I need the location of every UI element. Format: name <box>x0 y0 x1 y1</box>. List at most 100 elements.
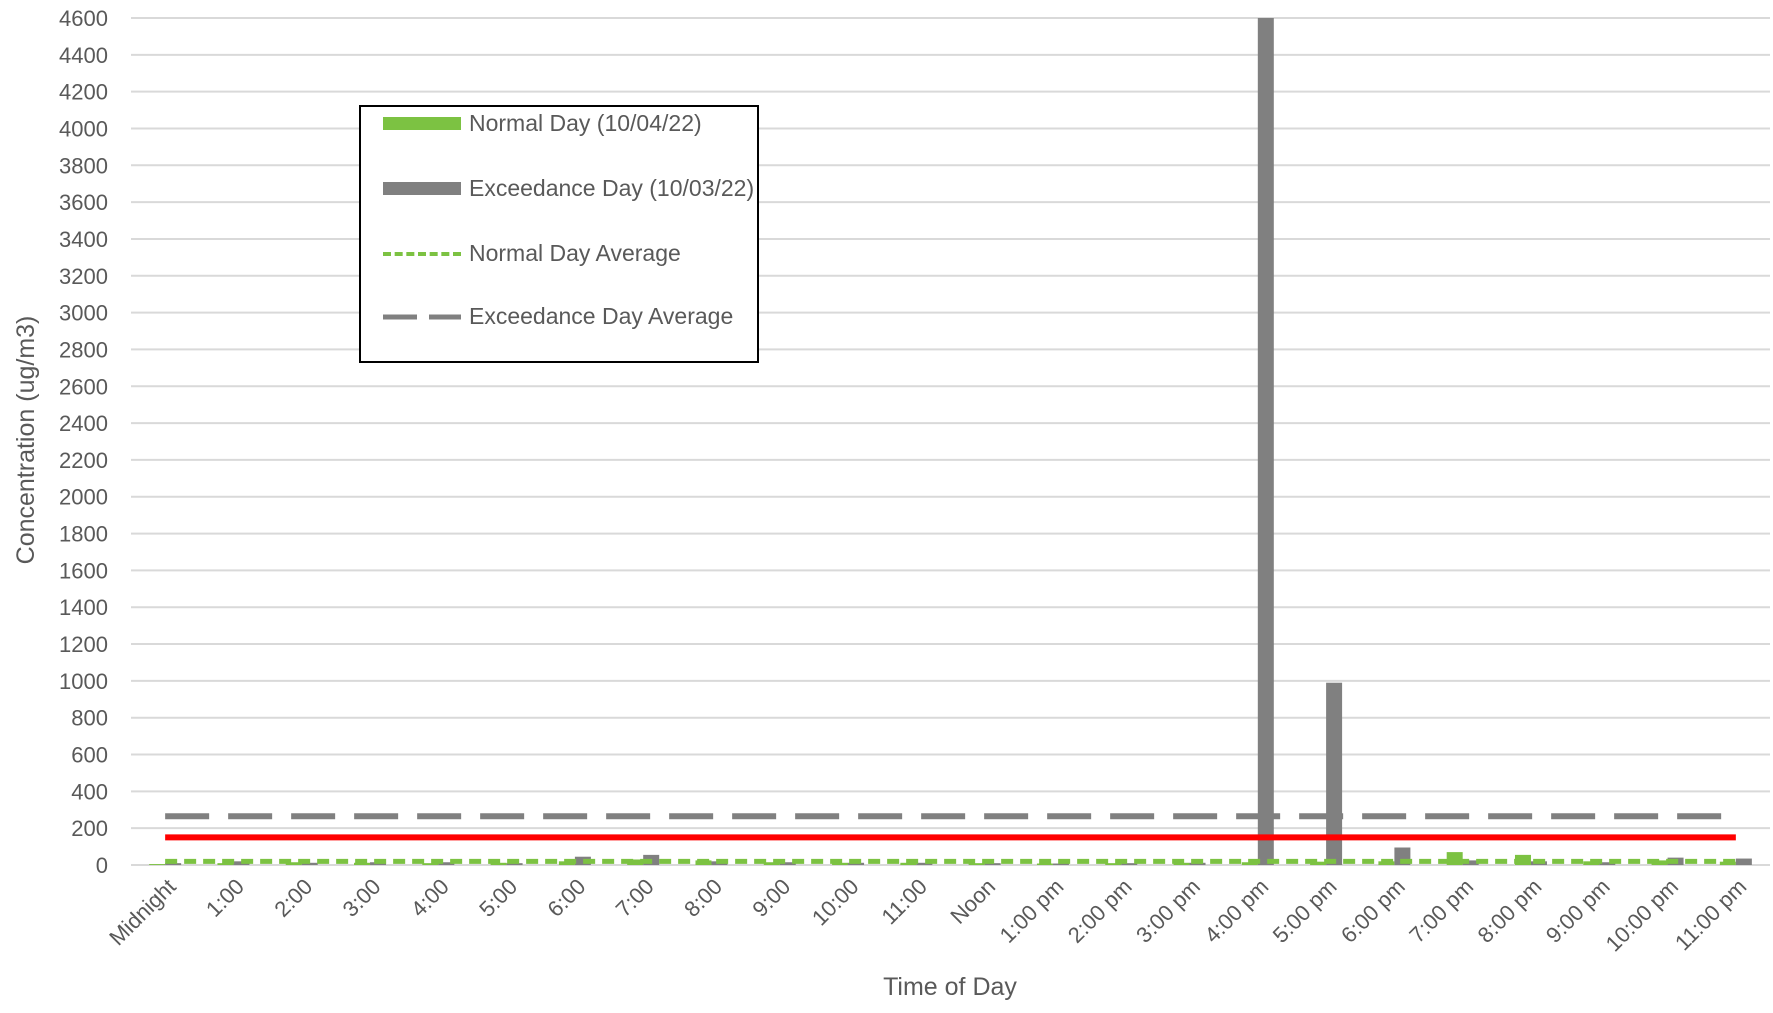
y-tick-label: 2800 <box>59 337 108 362</box>
legend-label-exceedance-day-average: Exceedance Day Average <box>469 303 734 329</box>
bar-normal-day <box>285 862 302 865</box>
x-tick-label: 7:00 pm <box>1404 874 1478 948</box>
y-tick-label: 3600 <box>59 190 108 215</box>
bar-normal-day <box>900 862 917 865</box>
x-tick-label: 5:00 <box>474 874 522 922</box>
legend-entry-normal-day-average: Normal Day Average <box>383 237 759 270</box>
bar-exceedance-day <box>506 863 523 865</box>
y-tick-label: 2400 <box>59 411 108 436</box>
y-tick-label: 1200 <box>59 632 108 657</box>
x-tick-label: Midnight <box>104 874 180 950</box>
bar-exceedance-day <box>1257 18 1274 865</box>
y-tick-label: 4000 <box>59 116 108 141</box>
y-tick-label: 2200 <box>59 448 108 473</box>
legend-entry-exceedance-day: Exceedance Day (10/03/22) <box>383 172 759 205</box>
bar-exceedance-day <box>1189 862 1206 865</box>
bar-normal-day <box>1173 862 1190 865</box>
x-tick-label: Noon <box>945 874 1000 929</box>
y-tick-label: 4400 <box>59 43 108 68</box>
bar-exceedance-day <box>984 863 1001 865</box>
x-tick-label: 4:00 pm <box>1199 874 1273 948</box>
x-tick-labels: Midnight 1:00 2:00 3:00 4:00 5:00 6:00 7:00 8:00… <box>104 874 1751 957</box>
bar-normal-day <box>627 859 644 865</box>
x-axis-label: Time of Day <box>883 973 1017 1001</box>
bar-exceedance-day <box>779 862 796 865</box>
x-tick-label: 8:00 <box>679 874 727 922</box>
legend-swatch-normal-day <box>383 107 461 140</box>
bar-exceedance-day <box>1462 860 1479 865</box>
y-tick-labels: 0 200 400 600 800 1000 1200 1400 1600 1800 2000 220… <box>59 6 108 878</box>
legend-swatch-exceedance-day <box>383 172 461 205</box>
bar-exceedance-day <box>1052 863 1069 865</box>
bar-exceedance-day <box>165 863 182 865</box>
bar-normal-day <box>1105 863 1122 865</box>
bar-normal-day <box>1036 863 1053 865</box>
bar-exceedance-day <box>848 862 865 865</box>
y-tick-label: 0 <box>96 853 108 878</box>
x-tick-label: 1:00 pm <box>995 874 1069 948</box>
y-tick-label: 4600 <box>59 6 108 31</box>
y-tick-label: 3400 <box>59 227 108 252</box>
legend-label-normal-day: Normal Day (10/04/22) <box>469 110 702 136</box>
x-tick-label: 1:00 <box>201 874 249 922</box>
y-tick-label: 3800 <box>59 153 108 178</box>
y-tick-label: 1400 <box>59 595 108 620</box>
x-tick-label: 10:00 <box>807 874 864 931</box>
x-tick-label: 6:00 pm <box>1336 874 1410 948</box>
legend-label-exceedance-day: Exceedance Day (10/03/22) <box>469 175 755 201</box>
reference-lines <box>165 813 1736 864</box>
bar-normal-day <box>763 862 780 865</box>
x-tick-label: 3:00 pm <box>1131 874 1205 948</box>
bar-normal-day <box>490 862 507 865</box>
bar-exceedance-day <box>438 862 455 865</box>
y-tick-label: 800 <box>71 706 108 731</box>
bar-normal-day <box>968 863 985 865</box>
y-tick-label: 3200 <box>59 264 108 289</box>
x-tick-label: 2:00 pm <box>1063 874 1137 948</box>
x-tick-label: 4:00 <box>406 874 454 922</box>
x-tick-label: 10:00 pm <box>1601 874 1684 957</box>
legend-swatch-exceedance-day-average <box>383 300 461 333</box>
bar-exceedance-day <box>1121 863 1138 865</box>
x-tick-label: 2:00 <box>269 874 317 922</box>
legend: Normal Day (10/04/22) Exceedance Day (10… <box>359 105 759 363</box>
bar-exceedance-day <box>1735 858 1752 865</box>
y-tick-label: 1800 <box>59 522 108 547</box>
x-tick-label: 9:00 <box>747 874 795 922</box>
bar-normal-day <box>832 862 849 865</box>
gridlines <box>131 17 1770 866</box>
x-tick-label: 6:00 <box>542 874 590 922</box>
y-tick-label: 2000 <box>59 485 108 510</box>
bar-exceedance-day <box>916 862 933 865</box>
x-tick-label: 8:00 pm <box>1473 874 1547 948</box>
legend-entry-exceedance-day-average: Exceedance Day Average <box>383 300 759 333</box>
y-tick-label: 1000 <box>59 669 108 694</box>
y-tick-label: 200 <box>71 816 108 841</box>
x-tick-label: 11:00 pm <box>1670 874 1751 955</box>
y-axis-label: Concentration (ug/m3) <box>12 316 40 565</box>
bar-normal-day <box>217 863 234 865</box>
legend-entry-normal-day: Normal Day (10/04/22) <box>383 107 759 140</box>
x-tick-label: 5:00 pm <box>1268 874 1342 948</box>
y-tick-label: 400 <box>71 779 108 804</box>
x-tick-label: 3:00 <box>338 874 386 922</box>
y-tick-label: 4200 <box>59 80 108 105</box>
x-tick-label: 7:00 <box>611 874 659 922</box>
y-tick-label: 2600 <box>59 374 108 399</box>
legend-swatch-normal-day-average <box>383 237 461 270</box>
legend-label-normal-day-average: Normal Day Average <box>469 240 681 266</box>
bar-normal-day <box>1651 860 1668 865</box>
bar-normal-day <box>354 862 371 865</box>
bar-normal-day <box>422 863 439 865</box>
y-tick-label: 600 <box>71 743 108 768</box>
y-tick-label: 1600 <box>59 558 108 583</box>
bar-exceedance-day <box>301 862 318 865</box>
x-tick-label: 11:00 <box>876 874 931 929</box>
bar-exceedance-day <box>574 856 591 865</box>
bar-exceedance-day <box>1599 862 1616 865</box>
y-tick-label: 3000 <box>59 301 108 326</box>
bar-normal-day <box>149 864 166 865</box>
bar-normal-day <box>1310 861 1327 865</box>
